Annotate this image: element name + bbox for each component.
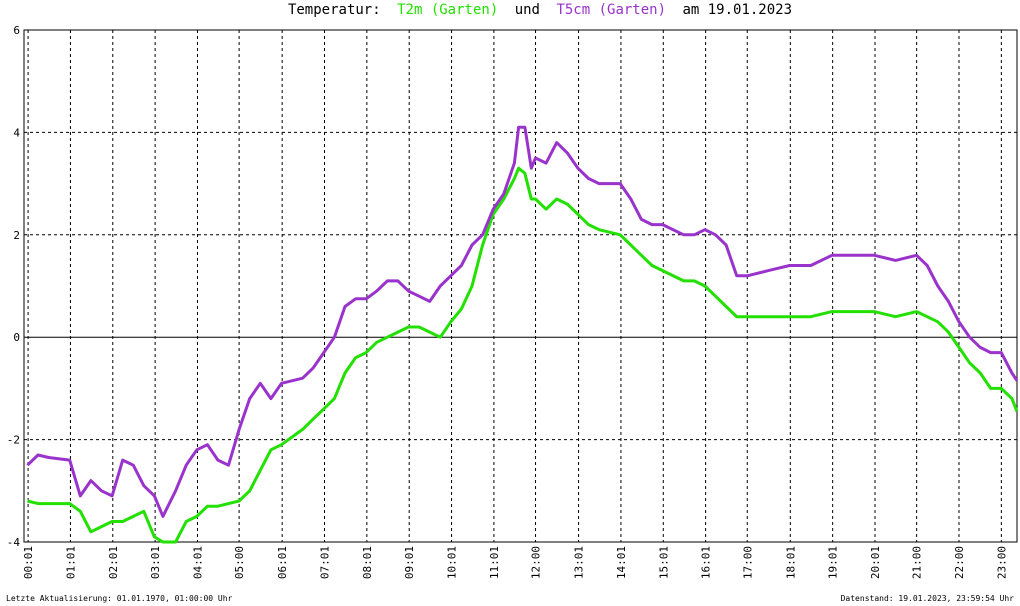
x-tick-label: 20:01 xyxy=(869,546,882,579)
x-tick-label: 18:01 xyxy=(784,546,797,579)
x-tick-label: 11:01 xyxy=(488,546,501,579)
x-tick-label: 01:01 xyxy=(64,546,77,579)
x-tick-label: 19:01 xyxy=(827,546,840,579)
x-tick-label: 07:01 xyxy=(319,546,332,579)
data-line xyxy=(26,125,1019,518)
y-tick-label: -4 xyxy=(7,536,21,549)
x-tick-label: 16:01 xyxy=(700,546,713,579)
x-tick-label: 03:01 xyxy=(149,546,162,579)
x-tick-label: 04:01 xyxy=(191,546,204,579)
x-tick-label: 13:01 xyxy=(573,546,586,579)
x-tick-label: 22:00 xyxy=(953,546,966,579)
y-tick-label: 6 xyxy=(13,24,20,37)
x-tick-label: 21:00 xyxy=(911,546,924,579)
x-tick-label: 09:01 xyxy=(403,546,416,579)
title-joiner: und xyxy=(515,2,540,18)
x-tick-label: 23:00 xyxy=(995,546,1008,579)
x-tick-label: 02:01 xyxy=(107,546,120,579)
footer-left: Letzte Aktualisierung: 01.01.1970, 01:00… xyxy=(6,594,233,603)
data-line xyxy=(27,166,1019,544)
chart-title: Temperatur: T2m (Garten) und T5cm (Garte… xyxy=(288,2,792,18)
x-tick-label: 15:01 xyxy=(657,546,670,579)
plot-area xyxy=(23,29,1018,543)
y-tick-label: -2 xyxy=(7,434,20,447)
y-tick-label: 0 xyxy=(13,331,20,344)
x-tick-label: 12:00 xyxy=(530,546,543,579)
y-tick-label: 4 xyxy=(13,126,20,139)
footer-right: Datenstand: 19.01.2023, 23:59:54 Uhr xyxy=(841,594,1015,603)
x-tick-label: 08:01 xyxy=(361,546,374,579)
y-tick-label: 2 xyxy=(13,229,20,242)
x-tick-label: 06:01 xyxy=(276,546,289,579)
title-prefix: Temperatur: xyxy=(288,2,381,18)
x-tick-label: 10:01 xyxy=(446,546,459,579)
title-suffix: am 19.01.2023 xyxy=(682,2,792,18)
x-tick-label: 00:01 xyxy=(22,546,35,579)
x-tick-label: 05:00 xyxy=(233,546,246,579)
legend-entry: T5cm (Garten) xyxy=(556,2,666,18)
x-tick-label: 14:01 xyxy=(615,546,628,579)
legend-entry: T2m (Garten) xyxy=(397,2,498,18)
x-tick-label: 17:00 xyxy=(741,546,754,579)
